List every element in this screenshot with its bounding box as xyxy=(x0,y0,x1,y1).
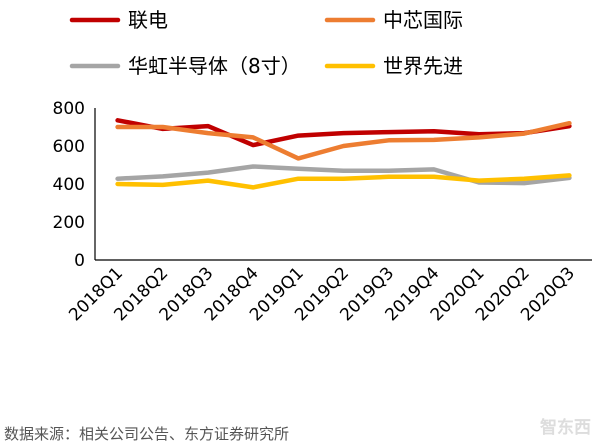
legend-item-3: 华虹半导体（8寸） xyxy=(69,54,301,78)
y-tick-label: 400 xyxy=(53,175,85,195)
watermark: 智东西 xyxy=(540,417,591,438)
legend-item-2: 中芯国际 xyxy=(324,8,463,32)
legend-item-4: 世界先进 xyxy=(324,54,463,78)
y-tick-label: 800 xyxy=(53,99,85,119)
y-tick-label: 0 xyxy=(74,251,85,271)
series-line-3 xyxy=(115,164,572,186)
series-line-1 xyxy=(115,118,572,148)
series-line-2 xyxy=(115,120,572,161)
legend-label: 中芯国际 xyxy=(383,8,463,32)
legend-label: 华虹半导体（8寸） xyxy=(128,54,301,78)
legend-item-1: 联电 xyxy=(69,8,168,32)
series-lines xyxy=(115,118,572,190)
y-axis: 0 200 400 600 800 xyxy=(53,99,96,271)
legend-label: 世界先进 xyxy=(383,54,463,78)
series-line-4 xyxy=(115,173,572,190)
x-axis: 2018Q12018Q22018Q32018Q42019Q12019Q22019… xyxy=(65,259,592,325)
source-note: 数据来源：相关公司公告、东方证券研究所 xyxy=(4,425,289,443)
y-tick-label: 200 xyxy=(53,213,85,233)
legend-label: 联电 xyxy=(128,8,168,32)
y-tick-label: 600 xyxy=(53,137,85,157)
